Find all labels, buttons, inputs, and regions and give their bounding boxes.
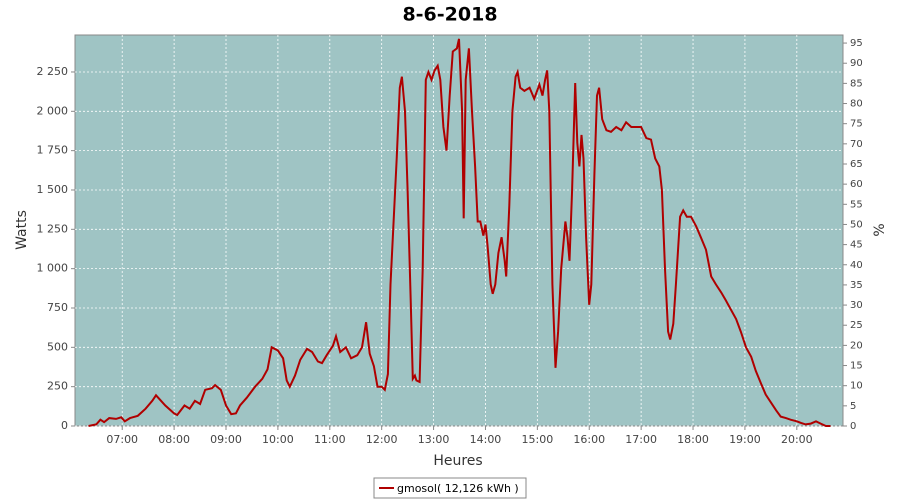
- x-tick-label: 20:00: [781, 433, 813, 446]
- x-axis-label: Heures: [433, 453, 482, 469]
- y2-tick-label: 20: [850, 340, 863, 351]
- x-tick-label: 12:00: [366, 433, 398, 446]
- x-tick-label: 16:00: [573, 433, 605, 446]
- x-tick-label: 13:00: [418, 433, 450, 446]
- x-tick-label: 10:00: [262, 433, 294, 446]
- y2-tick-label: 80: [850, 99, 863, 110]
- y2-tick-label: 45: [850, 240, 863, 251]
- plot-area: [74, 34, 844, 427]
- data-line: [88, 38, 831, 427]
- y-tick-label: 1 000: [37, 262, 69, 275]
- y2-tick-label: 0: [850, 421, 856, 432]
- x-tick-label: 18:00: [677, 433, 709, 446]
- y2-tick-label: 5: [850, 401, 856, 412]
- y2-tick-label: 75: [850, 119, 863, 130]
- y-tick-label: 2 250: [37, 65, 69, 78]
- x-tick-label: 17:00: [625, 433, 657, 446]
- y-tick-label: 0: [61, 419, 68, 432]
- y-tick-label: 2 000: [37, 104, 69, 117]
- y-tick-label: 500: [47, 340, 68, 353]
- y2-tick-label: 65: [850, 159, 863, 170]
- y-tick-label: 1 500: [37, 183, 69, 196]
- x-tick-label: 07:00: [106, 433, 138, 446]
- chart-title: 8-6-2018: [402, 4, 497, 26]
- y2-tick-label: 90: [850, 58, 863, 69]
- y-axis-label: Watts: [14, 210, 30, 250]
- x-tick-label: 08:00: [158, 433, 190, 446]
- y2-tick-label: 15: [850, 361, 863, 372]
- x-tick-label: 15:00: [522, 433, 554, 446]
- y2-tick-label: 85: [850, 78, 863, 89]
- y-tick-label: 1 250: [37, 222, 69, 235]
- y2-tick-label: 50: [850, 219, 863, 230]
- y2-axis-label: %: [872, 223, 888, 236]
- y-tick-label: 1 750: [37, 144, 69, 157]
- legend-box: [373, 477, 527, 499]
- y2-tick-label: 10: [850, 381, 863, 392]
- x-tick-label: 09:00: [210, 433, 242, 446]
- y-tick-label: 750: [47, 301, 68, 314]
- y-tick-label: 250: [47, 380, 68, 393]
- legend-label: gmosol( 12,126 kWh ): [397, 482, 519, 495]
- y2-tick-label: 40: [850, 260, 863, 271]
- y2-tick-label: 30: [850, 300, 863, 311]
- x-tick-label: 19:00: [729, 433, 761, 446]
- y2-tick-label: 60: [850, 179, 863, 190]
- y2-tick-label: 25: [850, 320, 863, 331]
- x-tick-label: 11:00: [314, 433, 346, 446]
- y2-tick-label: 35: [850, 280, 863, 291]
- x-tick-label: 14:00: [470, 433, 502, 446]
- y2-tick-label: 55: [850, 199, 863, 210]
- y2-tick-label: 70: [850, 139, 863, 150]
- y2-tick-label: 95: [850, 38, 863, 49]
